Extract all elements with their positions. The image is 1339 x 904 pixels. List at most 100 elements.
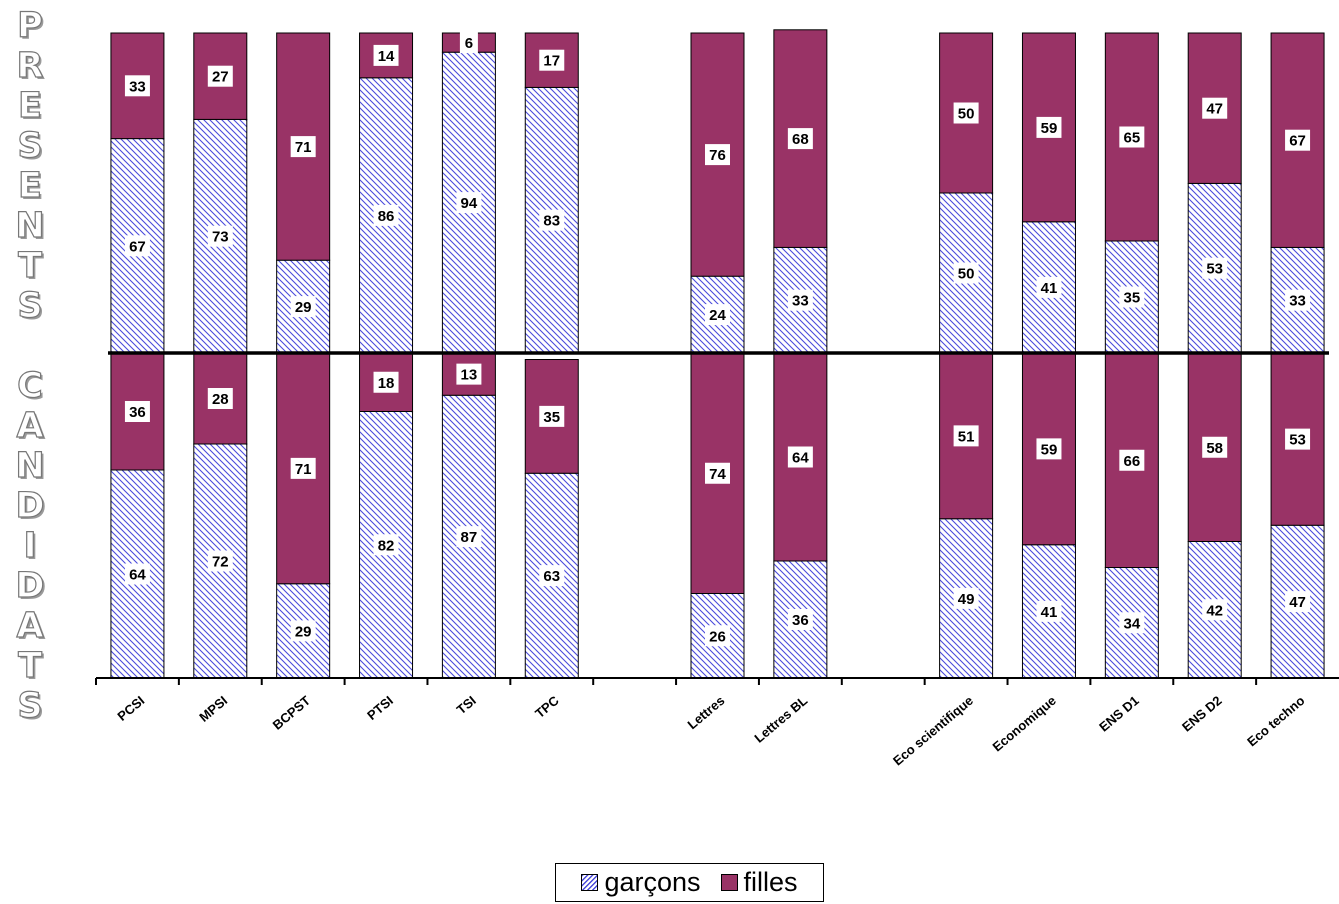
value-label-bg: [290, 296, 316, 318]
value-label-bg: [705, 144, 730, 166]
value-label: 27: [212, 69, 229, 86]
value-label-bg: [1285, 428, 1311, 450]
value-label-bg: [953, 587, 979, 609]
value-label-bg: [787, 446, 813, 468]
x-tick-label: Lettres: [685, 693, 728, 732]
value-label: 36: [792, 612, 809, 629]
legend-swatch-garcons: [581, 874, 599, 891]
value-label: 86: [378, 208, 395, 225]
value-label: 74: [709, 466, 726, 483]
value-label-bg: [705, 625, 730, 647]
x-tick-label: PCSI: [114, 693, 147, 724]
value-label: 72: [212, 554, 229, 571]
value-label-bg: [539, 565, 565, 587]
value-label: 59: [1041, 120, 1058, 137]
value-label-bg: [456, 192, 482, 214]
value-label: 53: [1289, 432, 1306, 449]
value-label-bg: [124, 401, 150, 422]
value-label: 33: [129, 78, 146, 95]
value-label: 50: [958, 106, 975, 123]
value-label-bg: [1202, 257, 1228, 279]
side-title-letter: R: [16, 45, 44, 86]
value-label-bg: [705, 462, 730, 484]
value-label: 94: [461, 195, 478, 212]
value-label: 76: [709, 147, 726, 164]
value-label: 24: [709, 307, 726, 324]
value-label-bg: [787, 289, 813, 311]
value-label-bg: [953, 102, 979, 124]
x-tick-label: Lettres BL: [751, 693, 810, 746]
value-label: 41: [1041, 280, 1058, 297]
value-label-bg: [705, 304, 730, 326]
legend-label-filles: filles: [743, 867, 798, 897]
value-label: 66: [1123, 453, 1140, 470]
value-label: 50: [958, 266, 975, 283]
side-title-letter: C: [17, 365, 44, 406]
value-label: 29: [295, 299, 312, 316]
value-label: 33: [1289, 293, 1306, 310]
legend-swatch-filles: [720, 874, 738, 891]
x-tick-label: Eco scientifique: [890, 693, 976, 769]
value-label-bg: [953, 262, 979, 284]
x-tick-label: TSI: [454, 693, 479, 717]
value-label: 42: [1206, 602, 1223, 619]
side-title-letter: E: [17, 165, 42, 206]
value-label-bg: [373, 44, 399, 66]
value-label-bg: [1119, 449, 1145, 471]
value-label: 65: [1123, 130, 1140, 147]
value-label-bg: [124, 75, 150, 97]
side-title-letter: T: [17, 245, 42, 286]
value-label-bg: [290, 457, 316, 479]
value-label: 68: [792, 131, 809, 148]
side-title-letter: E: [17, 85, 42, 126]
value-label: 29: [295, 623, 312, 640]
value-label-bg: [207, 65, 233, 87]
value-label-bg: [1036, 600, 1062, 622]
value-label: 47: [1289, 594, 1306, 611]
legend-label-garcons: garçons: [604, 867, 701, 897]
legend: garçons filles: [555, 863, 824, 902]
value-label-bg: [1202, 436, 1228, 458]
value-label: 67: [1289, 133, 1306, 150]
value-label: 36: [129, 404, 146, 421]
value-label-bg: [1285, 129, 1311, 151]
bar-segment-filles: [359, 32, 414, 79]
value-label: 18: [378, 375, 395, 392]
value-label-bg: [1036, 438, 1062, 460]
value-label: 35: [543, 409, 560, 426]
value-label: 47: [1206, 101, 1223, 118]
value-label-bg: [373, 534, 399, 556]
value-label-bg: [953, 425, 979, 447]
side-title-letter: S: [17, 685, 43, 726]
value-label-bg: [207, 550, 233, 572]
value-label: 71: [295, 461, 312, 478]
value-label-bg: [539, 209, 565, 231]
side-title-letter: A: [16, 605, 44, 646]
value-label-bg: [207, 388, 233, 409]
value-label-bg: [207, 225, 233, 247]
value-label-bg: [1036, 276, 1062, 298]
x-tick-label: ENS D2: [1179, 693, 1225, 735]
value-label-bg: [1119, 286, 1145, 308]
side-title-letter: D: [15, 565, 45, 606]
side-title-letter: I: [23, 525, 37, 566]
x-tick-label: Economique: [989, 693, 1058, 755]
value-label-bg: [1285, 289, 1311, 311]
value-label: 67: [129, 238, 146, 255]
side-title-letter: A: [16, 405, 44, 446]
value-label-bg: [1202, 97, 1228, 119]
value-label: 82: [378, 537, 395, 554]
side-title-letter: N: [15, 445, 46, 486]
value-label-bg: [539, 49, 565, 71]
value-label-bg: [373, 371, 399, 393]
value-label-bg: [456, 363, 482, 385]
value-label: 49: [958, 591, 975, 608]
value-label: 41: [1041, 604, 1058, 621]
value-label: 35: [1123, 290, 1140, 307]
value-label-bg: [459, 32, 478, 54]
value-label-bg: [456, 526, 482, 548]
value-label: 63: [543, 568, 560, 585]
bar-segment-filles: [441, 352, 496, 396]
